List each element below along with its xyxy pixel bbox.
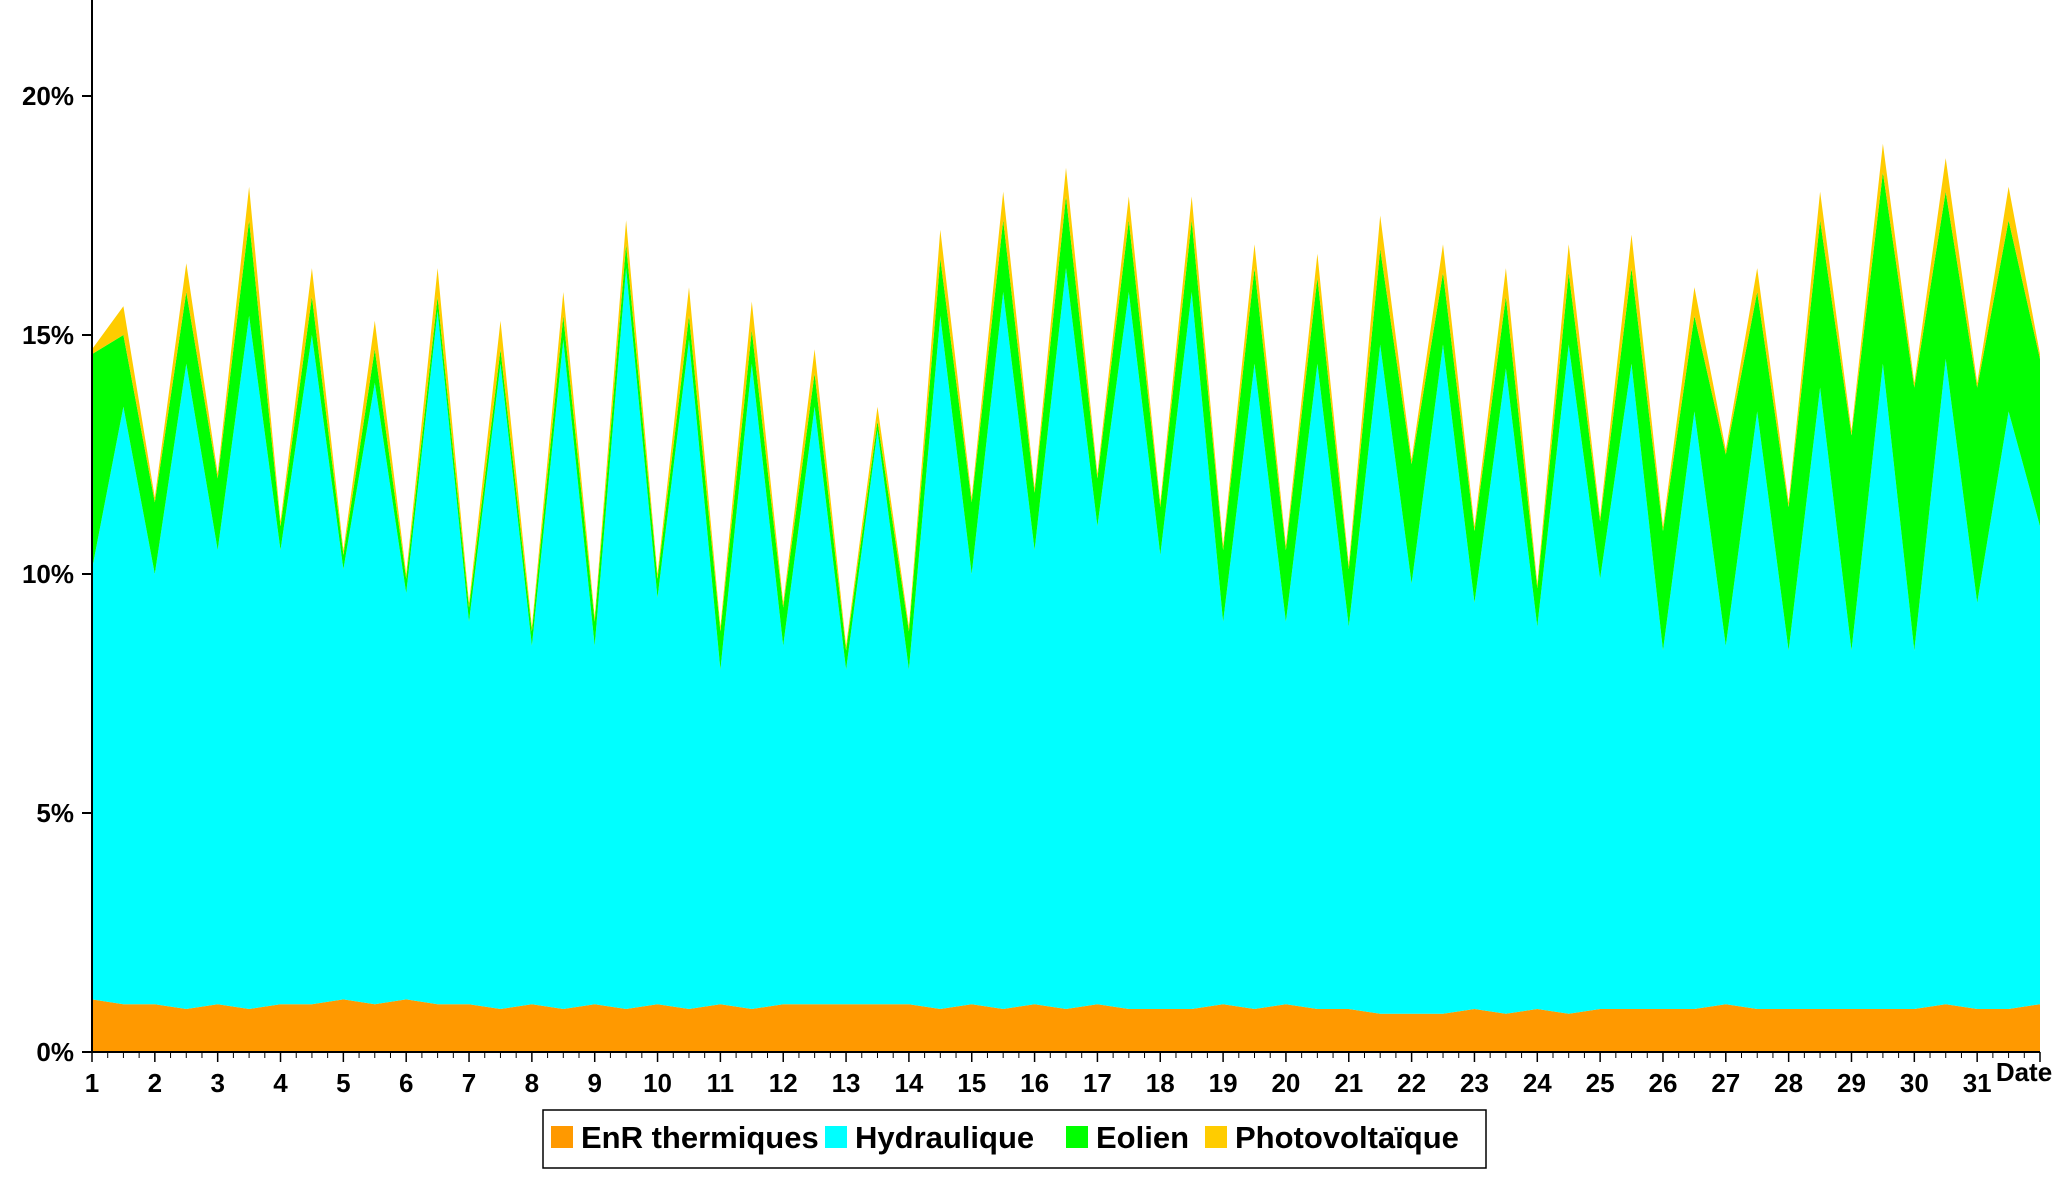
y-axis-ticks: 0% 5% 10% 15% 20%: [22, 81, 92, 1067]
x-tick-label: 4: [273, 1068, 288, 1098]
x-tick-label: 19: [1209, 1068, 1238, 1098]
series-area-1: [92, 268, 2040, 1014]
legend-swatch: [1205, 1126, 1227, 1148]
x-tick-label: 22: [1397, 1068, 1426, 1098]
x-tick-label: 25: [1586, 1068, 1615, 1098]
x-tick-label: 2: [148, 1068, 162, 1098]
y-tick-label: 15%: [22, 320, 74, 350]
x-tick-label: 21: [1334, 1068, 1363, 1098]
x-tick-label: 13: [832, 1068, 861, 1098]
x-tick-label: 29: [1837, 1068, 1866, 1098]
x-tick-label: 5: [336, 1068, 350, 1098]
y-tick-label: 5%: [36, 798, 74, 828]
x-tick-label: 8: [525, 1068, 539, 1098]
series-areas: [92, 143, 2040, 1052]
y-tick-label: 20%: [22, 81, 74, 111]
legend-label: Hydraulique: [855, 1120, 1034, 1155]
x-tick-label: 9: [587, 1068, 601, 1098]
x-tick-label: 20: [1271, 1068, 1300, 1098]
x-tick-label: 17: [1083, 1068, 1112, 1098]
x-axis-ticks: 1 2 3 4 5 6 7 8 9 10 11 12 13 14 15 16 17 18 19 20 21 22 23 24 2…: [85, 1052, 2041, 1098]
x-axis-label: Date: [1996, 1057, 2052, 1087]
y-tick-label: 0%: [36, 1037, 74, 1067]
legend: EnR thermiques Hydraulique Eolien Photovolt…: [542, 1109, 1487, 1169]
x-tick-label: 6: [399, 1068, 413, 1098]
legend-swatch: [551, 1126, 573, 1148]
x-tick-label: 26: [1649, 1068, 1678, 1098]
x-tick-label: 7: [462, 1068, 476, 1098]
x-tick-label: 11: [707, 1068, 735, 1098]
legend-label: EnR thermiques: [581, 1120, 819, 1155]
x-tick-label: 24: [1523, 1068, 1552, 1098]
x-tick-label: 23: [1460, 1068, 1489, 1098]
x-tick-label: 16: [1020, 1068, 1049, 1098]
x-tick-label: 27: [1711, 1068, 1740, 1098]
series-area-0: [92, 999, 2040, 1052]
legend-box: [542, 1109, 1487, 1169]
x-tick-label: 1: [85, 1068, 99, 1098]
legend-swatch: [825, 1126, 847, 1148]
legend-label: Photovoltaïque: [1235, 1120, 1459, 1155]
x-tick-label: 10: [643, 1068, 672, 1098]
x-tick-label: 30: [1900, 1068, 1929, 1098]
x-tick-label: 28: [1774, 1068, 1803, 1098]
x-tick-label: 14: [894, 1068, 923, 1098]
x-tick-label: 12: [769, 1068, 798, 1098]
x-tick-label: 15: [957, 1068, 986, 1098]
legend-swatch: [1066, 1126, 1088, 1148]
x-tick-label: 18: [1146, 1068, 1175, 1098]
x-tick-label: 3: [210, 1068, 224, 1098]
legend-label: Eolien: [1096, 1120, 1189, 1155]
x-tick-label: 31: [1963, 1068, 1992, 1098]
y-tick-label: 10%: [22, 559, 74, 589]
